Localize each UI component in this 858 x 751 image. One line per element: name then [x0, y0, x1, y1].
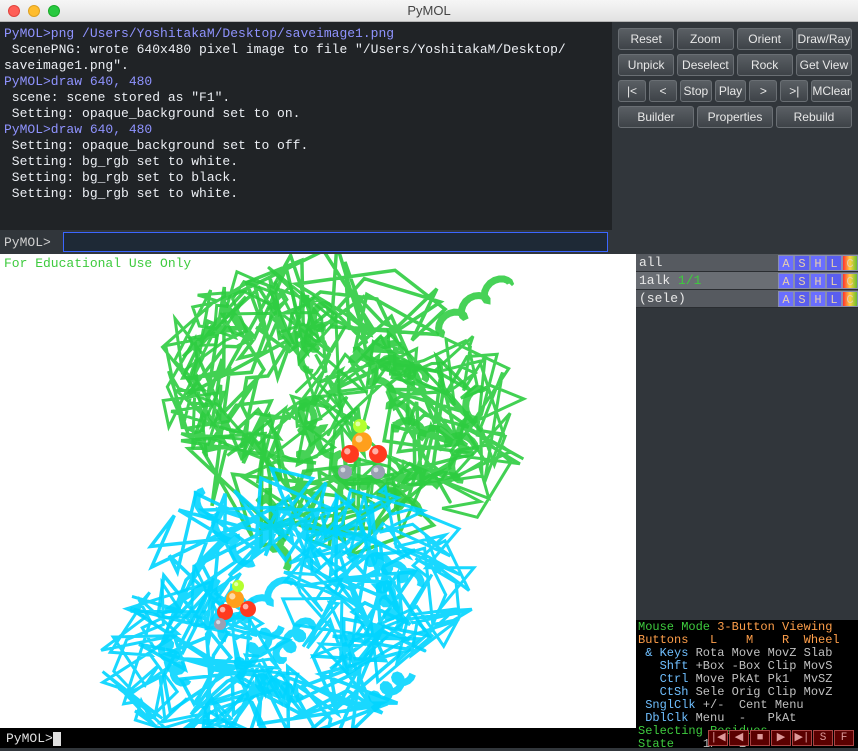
stop-button[interactable]: Stop: [680, 80, 712, 102]
ashlc-h-button[interactable]: H: [810, 291, 826, 307]
rock-button[interactable]: Rock: [737, 54, 793, 76]
button-row: |<<StopPlay>>|MClear: [618, 80, 852, 102]
ashlc-group: ASHLC: [778, 255, 858, 271]
object-list: allASHLC1alk 1/1ASHLC(sele)ASHLC: [636, 254, 858, 308]
ashlc-group: ASHLC: [778, 291, 858, 307]
reset-button[interactable]: Reset: [618, 28, 674, 50]
object-name: all: [636, 255, 778, 270]
playback-button-2[interactable]: ■: [750, 730, 770, 746]
ashlc-s-button[interactable]: S: [794, 291, 810, 307]
draw-ray-button[interactable]: Draw/Ray: [796, 28, 852, 50]
console-line: PyMOL>png /Users/YoshitakaM/Desktop/save…: [4, 26, 606, 42]
bottom-prompt[interactable]: PyMOL>: [0, 731, 708, 746]
ashlc-h-button[interactable]: H: [810, 273, 826, 289]
ashlc-l-button[interactable]: L: [826, 255, 842, 271]
button-row: BuilderPropertiesRebuild: [618, 106, 852, 128]
rebuild-button[interactable]: Rebuild: [776, 106, 852, 128]
console-line: Setting: bg_rgb set to black.: [4, 170, 606, 186]
playback-buttons: |◀◀■▶▶|SF: [708, 730, 858, 746]
playback-button-0[interactable]: |◀: [708, 730, 728, 746]
console-line: Setting: bg_rgb set to white.: [4, 186, 606, 202]
object-row-sele[interactable]: (sele)ASHLC: [636, 290, 858, 308]
command-input[interactable]: [63, 232, 608, 252]
console-line: Setting: opaque_background set to off.: [4, 138, 606, 154]
console-line: saveimage1.png".: [4, 58, 606, 74]
playback-button-1[interactable]: ◀: [729, 730, 749, 746]
console-line: PyMOL>draw 640, 480: [4, 74, 606, 90]
console-line: PyMOL>draw 640, 480: [4, 122, 606, 138]
console-log: PyMOL>png /Users/YoshitakaM/Desktop/save…: [0, 22, 612, 230]
playback-button-4[interactable]: ▶|: [792, 730, 812, 746]
bottom-bar: PyMOL> |◀◀■▶▶|SF: [0, 728, 858, 748]
command-input-row: PyMOL>: [0, 230, 858, 254]
prev-button[interactable]: <: [649, 80, 677, 102]
ashlc-c-button[interactable]: C: [842, 291, 858, 307]
ashlc-l-button[interactable]: L: [826, 273, 842, 289]
ashlc-c-button[interactable]: C: [842, 273, 858, 289]
ashlc-a-button[interactable]: A: [778, 255, 794, 271]
mclear-button[interactable]: MClear: [811, 80, 852, 102]
object-name: 1alk 1/1: [636, 273, 778, 288]
ashlc-s-button[interactable]: S: [794, 273, 810, 289]
object-row-all[interactable]: allASHLC: [636, 254, 858, 272]
viewer-canvas[interactable]: For Educational Use Only: [0, 254, 636, 728]
playback-button-3[interactable]: ▶: [771, 730, 791, 746]
deselect-button[interactable]: Deselect: [677, 54, 733, 76]
ffwd-button[interactable]: >|: [780, 80, 808, 102]
object-name: (sele): [636, 291, 778, 306]
console-line: Setting: bg_rgb set to white.: [4, 154, 606, 170]
ashlc-group: ASHLC: [778, 273, 858, 289]
ashlc-a-button[interactable]: A: [778, 273, 794, 289]
properties-button[interactable]: Properties: [697, 106, 773, 128]
unpick-button[interactable]: Unpick: [618, 54, 674, 76]
ashlc-h-button[interactable]: H: [810, 255, 826, 271]
zoom-button[interactable]: Zoom: [677, 28, 733, 50]
builder-button[interactable]: Builder: [618, 106, 694, 128]
command-prompt: PyMOL>: [4, 235, 59, 250]
console-line: ScenePNG: wrote 640x480 pixel image to f…: [4, 42, 606, 58]
orient-button[interactable]: Orient: [737, 28, 793, 50]
object-row-1alk[interactable]: 1alk 1/1ASHLC: [636, 272, 858, 290]
ashlc-c-button[interactable]: C: [842, 255, 858, 271]
edu-watermark: For Educational Use Only: [4, 256, 191, 271]
protein-render: [0, 254, 636, 728]
ashlc-s-button[interactable]: S: [794, 255, 810, 271]
playback-button-6[interactable]: F: [834, 730, 854, 746]
next-button[interactable]: >: [749, 80, 777, 102]
mouse-mode-panel[interactable]: Mouse Mode 3-Button ViewingButtons L M R…: [636, 620, 858, 728]
console-line: scene: scene stored as "F1".: [4, 90, 606, 106]
ashlc-l-button[interactable]: L: [826, 291, 842, 307]
window-title: PyMOL: [0, 3, 858, 18]
play-button[interactable]: Play: [715, 80, 747, 102]
button-row: ResetZoomOrientDraw/Ray: [618, 28, 852, 50]
text-cursor: [53, 732, 61, 746]
console-line: Setting: opaque_background set to on.: [4, 106, 606, 122]
get-view-button[interactable]: Get View: [796, 54, 852, 76]
playback-button-5[interactable]: S: [813, 730, 833, 746]
button-row: UnpickDeselectRockGet View: [618, 54, 852, 76]
ashlc-a-button[interactable]: A: [778, 291, 794, 307]
titlebar: PyMOL: [0, 0, 858, 22]
rewind-button[interactable]: |<: [618, 80, 646, 102]
button-panel: ResetZoomOrientDraw/Ray UnpickDeselectRoc…: [612, 22, 858, 230]
object-panel: allASHLC1alk 1/1ASHLC(sele)ASHLC Mouse M…: [636, 254, 858, 728]
